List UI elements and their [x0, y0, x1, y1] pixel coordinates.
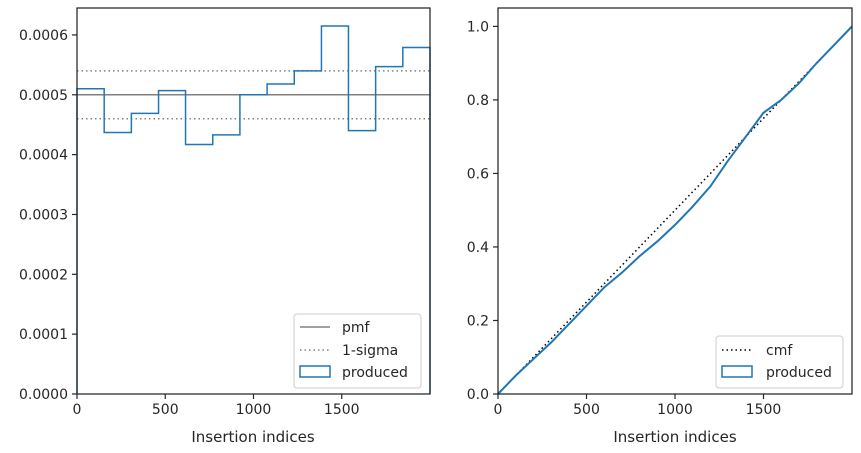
left-x-axis-label: Insertion indices	[191, 428, 314, 446]
right-ticks: 0 500 1000 1500 0.0 0.2 0.4 0.6 0.8 1.0	[467, 19, 782, 418]
cmf-panel: 0 500 1000 1500 0.0 0.2 0.4 0.6 0.8 1.0 Insertion…	[467, 7, 853, 446]
right-x-axis-label: Insertion indices	[613, 428, 736, 446]
right-y-tick-label: 1.0	[467, 19, 489, 35]
right-x-tick-label: 0	[494, 402, 503, 418]
left-x-tick-label: 1500	[324, 402, 360, 418]
right-x-tick-label: 1000	[657, 402, 693, 418]
produced-histogram-step	[76, 25, 431, 394]
legend-produced-swatch-right	[721, 365, 753, 378]
right-y-tick-label: 0.6	[467, 166, 489, 182]
right-legend-box	[715, 335, 844, 389]
legend-pmf-label: pmf	[342, 320, 371, 336]
right-y-tick-label: 0.0	[467, 387, 489, 403]
legend-produced-label-right: produced	[766, 365, 832, 381]
right-y-tick-label: 0.2	[467, 313, 489, 329]
left-x-tick-label: 1000	[236, 402, 272, 418]
left-x-tick-label: 500	[152, 402, 179, 418]
left-y-tick-label: 0.0003	[19, 207, 68, 223]
right-x-tick-label: 500	[573, 402, 600, 418]
produced-cdf-line	[497, 25, 853, 395]
legend-produced-label: produced	[342, 365, 408, 381]
left-y-tick-label: 0.0002	[19, 267, 68, 283]
left-y-tick-label: 0.0005	[19, 88, 68, 104]
left-x-tick-label: 0	[73, 402, 82, 418]
left-y-tick-label: 0.0006	[19, 28, 68, 44]
legend-cmf-label: cmf	[766, 343, 793, 359]
right-y-tick-label: 0.4	[467, 240, 489, 256]
left-y-tick-label: 0.0001	[19, 327, 68, 343]
legend-produced-swatch	[299, 365, 331, 378]
right-legend: cmf produced	[715, 335, 844, 389]
right-x-tick-label: 1500	[746, 402, 782, 418]
cmf-plot-marks	[497, 25, 853, 395]
left-y-tick-label: 0.0004	[19, 148, 68, 164]
left-legend: pmf 1-sigma produced	[293, 313, 422, 389]
left-legend-box	[293, 313, 422, 389]
right-y-tick-label: 0.8	[467, 93, 489, 109]
legend-1-sigma-label: 1-sigma	[342, 343, 398, 359]
pmf-plot-marks	[76, 25, 431, 394]
pmf-histogram-panel: 0 500 1000 1500 0.0000 0.0001 0.0002 0.0003 0.00…	[19, 7, 431, 446]
left-y-tick-label: 0.0000	[19, 387, 68, 403]
left-ticks: 0 500 1000 1500 0.0000 0.0001 0.0002 0.0003 0.00…	[19, 28, 360, 418]
